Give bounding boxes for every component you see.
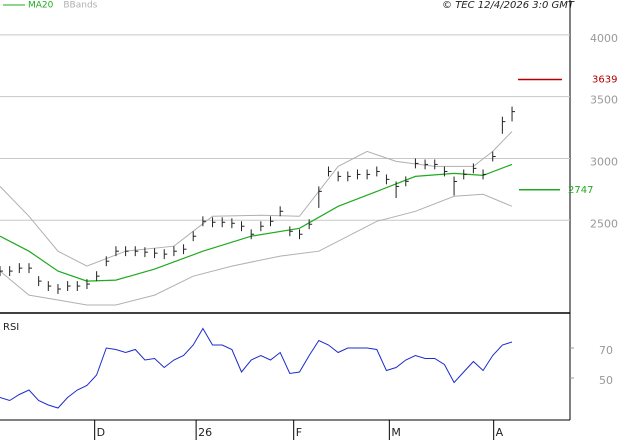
legend-bands: BBands — [63, 1, 97, 11]
rsi-line — [0, 327, 513, 409]
y-tick-label: 3500 — [590, 94, 618, 107]
ma-line — [0, 163, 513, 282]
y-tick-label: 2500 — [590, 217, 618, 230]
level-label: 3639 — [592, 74, 617, 85]
legend-ma: MA20 — [28, 1, 54, 11]
level-label: 2747 — [568, 185, 593, 196]
x-tick-label: M — [391, 426, 401, 439]
bband-upper — [0, 131, 513, 267]
bband-lower — [0, 193, 513, 306]
x-tick-label: F — [296, 426, 302, 439]
y-tick-label: 3000 — [590, 155, 618, 168]
y-tick-label: 70 — [599, 344, 613, 357]
x-tick-label: A — [496, 426, 504, 439]
y-tick-label: 50 — [599, 374, 613, 387]
x-tick-label: D — [97, 426, 105, 439]
y-tick-label: 4000 — [590, 32, 618, 45]
rsi-title: RSI — [3, 322, 19, 333]
copyright: © TEC 12/4/2026 3:0 GMT — [442, 0, 575, 11]
x-tick-label: 26 — [198, 426, 212, 439]
